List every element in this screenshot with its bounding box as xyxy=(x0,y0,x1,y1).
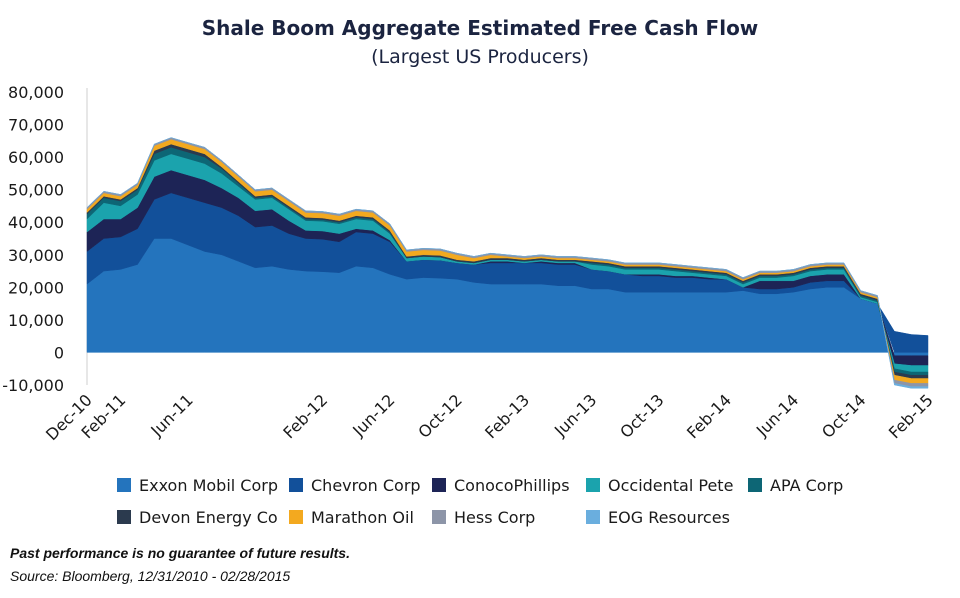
stacked-area-chart: -10,000 0 10,000 20,000 30,000 40,000 50,000 60… xyxy=(2,83,937,444)
legend-label: Hess Corp xyxy=(454,507,536,527)
y-tick-label: 70,000 xyxy=(8,116,64,135)
legend-label: Devon Energy Co xyxy=(139,507,278,527)
legend-item: Chevron Corp xyxy=(289,475,421,495)
disclaimer-text: Past performance is no guarantee of futu… xyxy=(10,545,350,561)
legend-swatch xyxy=(117,510,131,524)
x-tick-label: Oct-14 xyxy=(818,390,869,441)
x-tick-label: Jun-12 xyxy=(348,390,398,440)
x-tick-label: Oct-12 xyxy=(414,390,465,441)
legend-item: Devon Energy Co xyxy=(117,507,278,527)
chart-title: Shale Boom Aggregate Estimated Free Cash… xyxy=(201,16,759,40)
x-tick-label: Jun-14 xyxy=(752,390,802,440)
y-tick-label: 30,000 xyxy=(8,246,64,265)
legend-swatch xyxy=(432,478,446,492)
legend-item: Occidental Pete xyxy=(586,475,733,495)
x-tick-label: Jun-13 xyxy=(550,390,600,440)
source-text: Source: Bloomberg, 12/31/2010 - 02/28/20… xyxy=(10,568,291,584)
legend-swatch xyxy=(432,510,446,524)
legend-item: Marathon Oil xyxy=(289,507,414,527)
legend-swatch xyxy=(117,478,131,492)
y-tick-label: 40,000 xyxy=(8,213,64,232)
legend-item: EOG Resources xyxy=(586,507,730,527)
x-tick-label: Feb-14 xyxy=(683,390,735,442)
legend-item: APA Corp xyxy=(748,475,843,495)
legend-label: APA Corp xyxy=(770,475,844,495)
x-tick-label: Feb-12 xyxy=(279,390,331,442)
legend-item: Hess Corp xyxy=(432,507,535,527)
chart-subtitle: (Largest US Producers) xyxy=(371,46,589,68)
legend-item: ConocoPhillips xyxy=(432,475,570,495)
area-series-eog-resources xyxy=(86,137,929,389)
y-tick-labels: -10,000 0 10,000 20,000 30,000 40,000 50,000 60… xyxy=(2,83,64,395)
legend-label: Exxon Mobil Corp xyxy=(139,475,278,495)
legend-label: Occidental Pete xyxy=(608,475,734,495)
y-tick-label: 80,000 xyxy=(8,83,64,102)
legend-swatch xyxy=(289,510,303,524)
legend-swatch xyxy=(586,478,600,492)
x-tick-label: Oct-13 xyxy=(616,390,667,441)
legend-swatch xyxy=(748,478,762,492)
area-series-group xyxy=(86,137,929,389)
legend-swatch xyxy=(289,478,303,492)
y-tick-label: -10,000 xyxy=(2,376,64,395)
legend-swatch xyxy=(586,510,600,524)
x-tick-label: Feb-15 xyxy=(885,390,937,442)
y-tick-label: 60,000 xyxy=(8,148,64,167)
x-tick-label: Feb-13 xyxy=(481,390,533,442)
x-tick-label: Jun-11 xyxy=(146,390,196,440)
y-tick-label: 0 xyxy=(54,343,64,362)
legend-label: Marathon Oil xyxy=(311,507,414,527)
legend-label: ConocoPhillips xyxy=(454,475,570,495)
y-tick-label: 20,000 xyxy=(8,278,64,297)
y-tick-label: 10,000 xyxy=(8,311,64,330)
legend-label: EOG Resources xyxy=(608,507,730,527)
legend-item: Exxon Mobil Corp xyxy=(117,475,278,495)
y-tick-label: 50,000 xyxy=(8,181,64,200)
legend-label: Chevron Corp xyxy=(311,475,421,495)
